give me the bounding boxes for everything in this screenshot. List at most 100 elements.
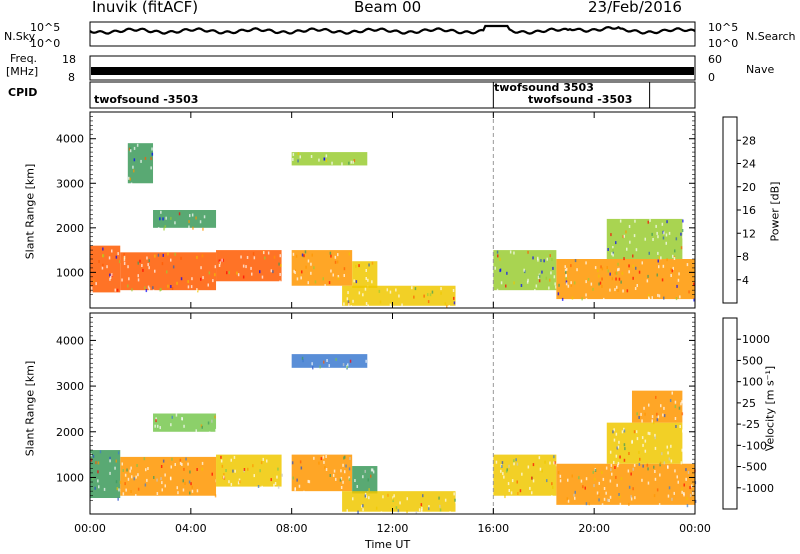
echo-region xyxy=(556,259,695,300)
echo-speckle xyxy=(395,288,397,292)
echo-speckle xyxy=(129,177,131,181)
echo-speckle xyxy=(348,478,351,481)
echo-speckle xyxy=(147,285,150,289)
echo-speckle xyxy=(516,480,518,484)
echo-speckle xyxy=(371,280,373,284)
echo-speckle xyxy=(615,475,617,479)
echo-speckle xyxy=(541,469,543,473)
echo-speckle xyxy=(565,276,567,280)
cpid-entry: twofsound -3503 xyxy=(528,93,633,106)
echo-speckle xyxy=(196,489,199,493)
echo-speckle xyxy=(519,489,522,493)
echo-speckle xyxy=(680,246,683,250)
echo-speckle xyxy=(240,255,242,259)
echo-speckle xyxy=(455,500,457,504)
echo-speckle xyxy=(644,449,647,453)
echo-speckle xyxy=(686,263,689,267)
echo-speckle xyxy=(214,265,217,269)
echo-speckle xyxy=(507,482,510,486)
echo-speckle xyxy=(273,255,276,259)
echo-speckle xyxy=(253,474,255,478)
echo-speckle xyxy=(127,477,130,481)
echo-speckle xyxy=(307,479,309,483)
echo-speckle xyxy=(495,460,498,464)
echo-speckle xyxy=(167,252,169,256)
echo-speckle xyxy=(342,363,345,367)
echo-speckle xyxy=(202,276,204,280)
echo-speckle xyxy=(201,425,203,429)
echo-region xyxy=(120,252,217,291)
echo-speckle xyxy=(566,497,569,501)
echo-speckle xyxy=(324,284,326,288)
echo-speckle xyxy=(109,459,111,463)
echo-speckle xyxy=(657,235,659,239)
echo-speckle xyxy=(660,404,662,408)
y-tick-label: 3000 xyxy=(56,177,84,190)
echo-speckle xyxy=(638,462,641,466)
echo-speckle xyxy=(188,480,191,484)
echo-speckle xyxy=(517,492,519,495)
echo-speckle xyxy=(162,459,165,463)
echo-speckle xyxy=(675,297,678,301)
echo-speckle xyxy=(99,450,102,454)
echo-speckle xyxy=(178,212,181,216)
echo-speckle xyxy=(97,479,99,483)
colorbar-frame xyxy=(722,317,738,510)
echo-speckle xyxy=(655,395,657,399)
echo-speckle xyxy=(118,260,121,264)
echo-speckle xyxy=(109,273,111,277)
nsearch-label: N.Search xyxy=(746,30,796,43)
echo-speckle xyxy=(539,467,542,471)
echo-speckle xyxy=(615,454,618,458)
echo-speckle xyxy=(159,288,161,292)
echo-speckle xyxy=(313,266,315,270)
echo-speckle xyxy=(128,147,131,151)
echo-speckle xyxy=(161,481,163,485)
echo-speckle xyxy=(531,491,533,495)
echo-speckle xyxy=(364,469,366,473)
echo-speckle xyxy=(201,254,204,258)
echo-speckle xyxy=(551,495,553,499)
colorbar-tick-label: 28 xyxy=(742,134,756,147)
echo-speckle xyxy=(494,266,496,270)
echo-speckle xyxy=(372,470,375,474)
echo-speckle xyxy=(584,486,586,490)
echo-speckle xyxy=(151,152,154,156)
echo-speckle xyxy=(175,413,178,417)
echo-speckle xyxy=(300,276,302,280)
echo-speckle xyxy=(126,468,128,472)
echo-speckle xyxy=(677,278,680,282)
echo-speckle xyxy=(529,486,531,490)
echo-speckle xyxy=(585,261,587,265)
echo-speckle xyxy=(565,273,567,277)
time-axis-label: Time UT xyxy=(365,538,411,551)
echo-region xyxy=(153,413,217,432)
echo-speckle xyxy=(345,464,347,468)
echo-speckle xyxy=(292,476,294,480)
echo-speckle xyxy=(633,430,636,434)
echo-speckle xyxy=(322,277,324,281)
echo-speckle xyxy=(225,469,227,472)
echo-speckle xyxy=(355,280,358,284)
echo-speckle xyxy=(121,462,123,466)
echo-speckle xyxy=(91,291,93,295)
echo-speckle xyxy=(538,279,541,283)
echo-speckle xyxy=(115,459,117,463)
echo-speckle xyxy=(611,252,613,256)
echo-speckle xyxy=(261,275,264,279)
echo-speckle xyxy=(635,430,638,434)
echo-speckle xyxy=(341,162,343,166)
echo-speckle xyxy=(261,485,263,489)
echo-speckle xyxy=(685,468,687,472)
echo-speckle xyxy=(330,254,332,258)
echo-speckle xyxy=(501,461,504,465)
echo-speckle xyxy=(154,269,156,273)
echo-speckle xyxy=(673,257,676,260)
echo-speckle xyxy=(420,503,423,507)
echo-speckle xyxy=(647,294,650,298)
echo-speckle xyxy=(365,269,367,272)
echo-speckle xyxy=(368,263,370,267)
echo-speckle xyxy=(365,359,367,363)
echo-speckle xyxy=(670,459,673,463)
echo-speckle xyxy=(365,495,368,499)
